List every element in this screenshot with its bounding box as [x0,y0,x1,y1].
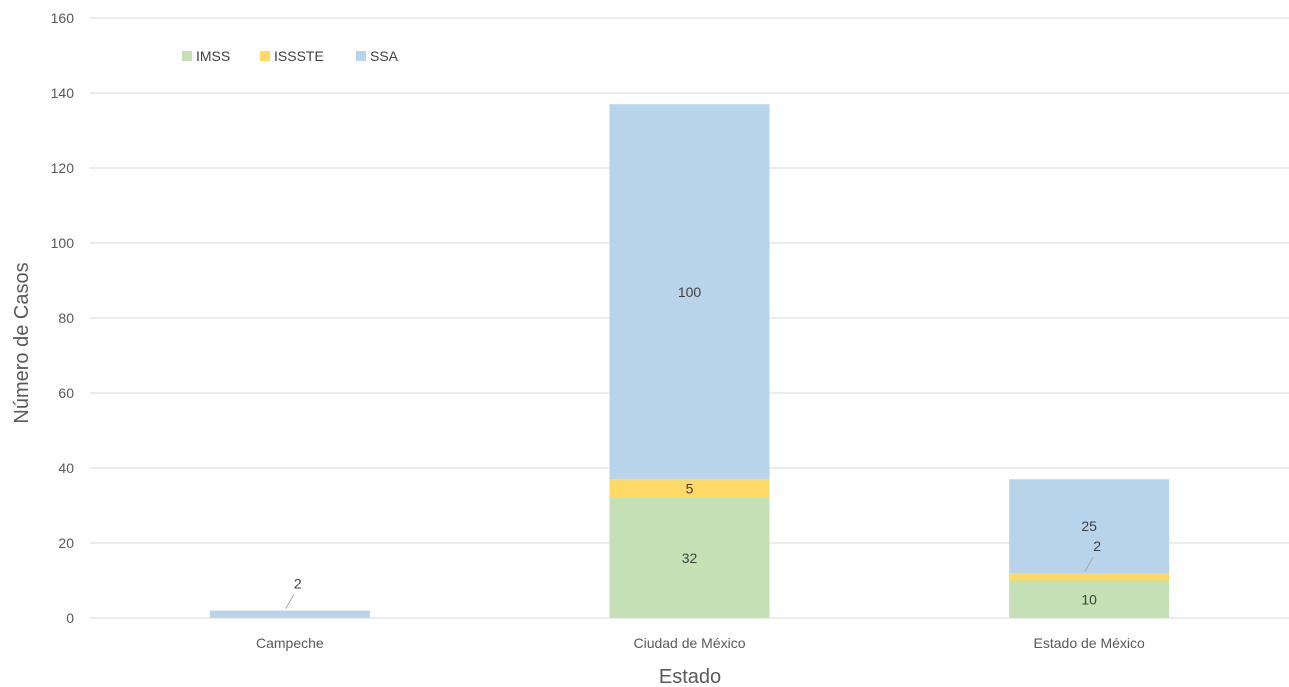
data-labels: 2 32 5 100 10 2 25 [285,284,1101,609]
y-tick-label: 120 [51,160,75,176]
data-label: 2 [294,576,302,592]
legend-label-imss: IMSS [196,48,230,64]
y-axis-title: Número de Casos [11,262,33,423]
bar-imss [609,498,770,618]
data-label: 2 [1093,538,1101,554]
legend: IMSS ISSSTE SSA [182,48,399,64]
y-tick-label: 100 [51,235,75,251]
y-tick-label: 40 [58,460,74,476]
bar-ssa [609,104,770,480]
data-label: 10 [1081,591,1097,607]
x-axis-title: Estado [659,666,721,687]
legend-swatch-ssa [356,51,366,61]
y-tick-label: 20 [58,535,74,551]
bar-ssa [209,610,370,618]
leader-line [1084,556,1094,572]
legend-label-issste: ISSSTE [274,48,324,64]
data-label: 32 [682,550,698,566]
bar-ssa [1009,479,1170,573]
y-tick-label: 60 [58,385,74,401]
legend-label-ssa: SSA [370,48,399,64]
bar-imss [1009,580,1170,618]
x-tick-label: Estado de México [1034,635,1145,651]
bar-issste [609,479,770,498]
legend-swatch-imss [182,51,192,61]
bars [209,104,1170,618]
bar-issste [1009,573,1170,581]
data-label: 25 [1081,518,1097,534]
y-axis-ticks: 0 20 40 60 80 100 120 140 160 [51,10,75,626]
y-tick-label: 80 [58,310,74,326]
leader-line [285,594,295,609]
data-label: 100 [678,284,702,300]
x-axis-ticks: Campeche Ciudad de México Estado de México [256,635,1145,651]
legend-swatch-issste [260,51,270,61]
y-tick-label: 160 [51,10,75,26]
data-label: 5 [686,481,694,497]
y-tick-label: 140 [51,85,75,101]
x-tick-label: Ciudad de México [633,635,745,651]
y-tick-label: 0 [66,610,74,626]
x-tick-label: Campeche [256,635,324,651]
